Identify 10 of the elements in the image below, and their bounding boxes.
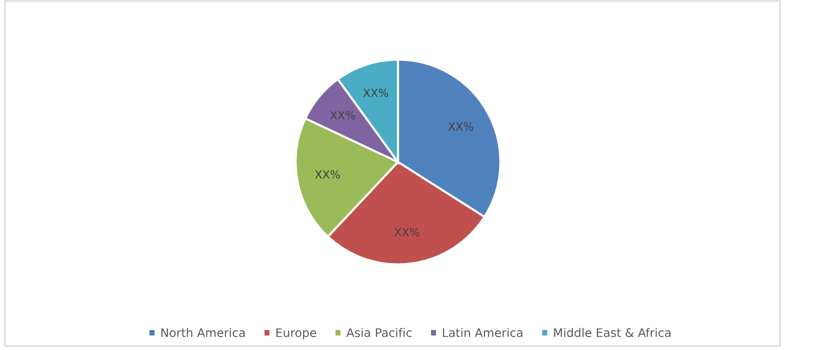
data-label: XX% bbox=[394, 228, 420, 236]
legend-label: Asia Pacific bbox=[346, 328, 412, 338]
legend-label: Latin America bbox=[442, 328, 522, 338]
legend-label: Middle East & Africa bbox=[554, 328, 670, 338]
data-label: XX% bbox=[448, 122, 474, 131]
data-label: XX% bbox=[363, 88, 388, 98]
data-label: XX% bbox=[330, 111, 356, 120]
data-label: XX% bbox=[315, 170, 340, 179]
legend-label: North America bbox=[161, 328, 245, 338]
legend-label: Europe bbox=[276, 328, 316, 340]
